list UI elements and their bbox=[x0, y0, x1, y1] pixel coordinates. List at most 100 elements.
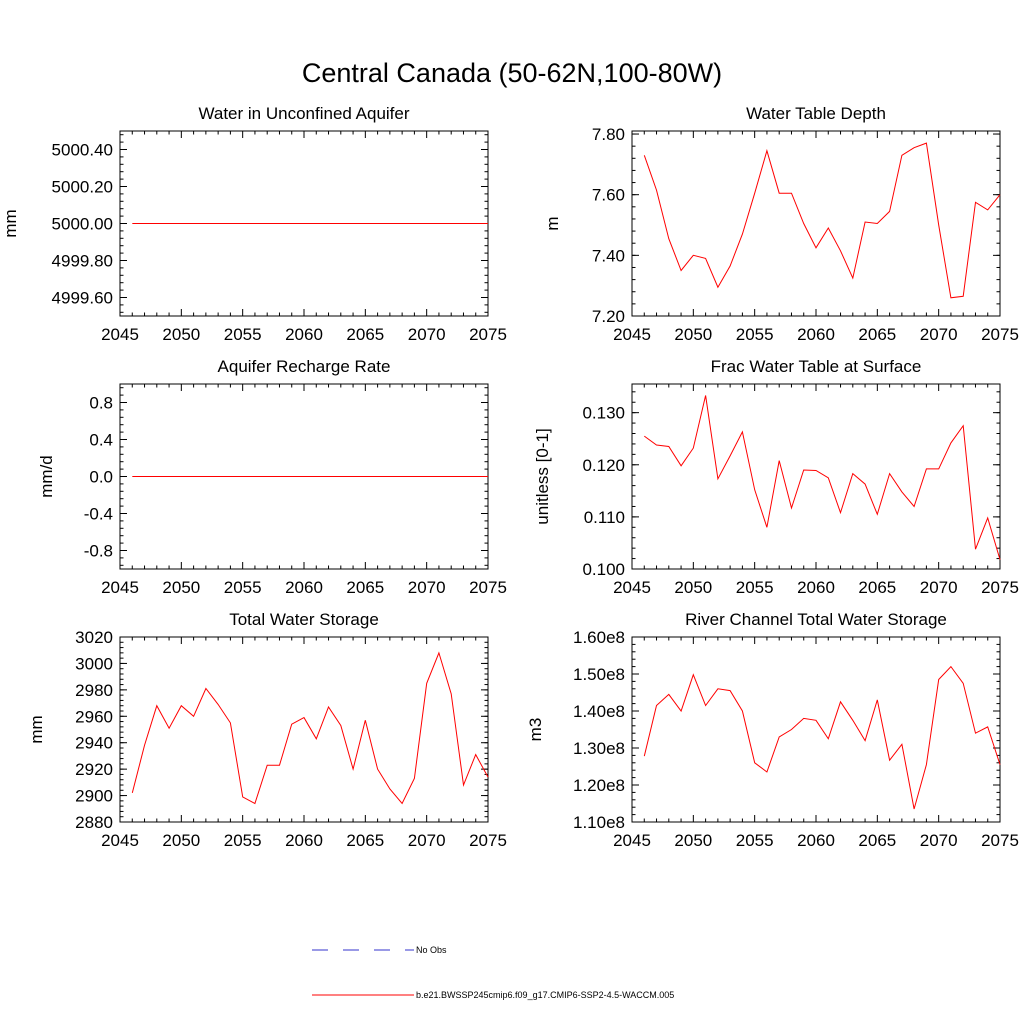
x-tick-label: 2070 bbox=[408, 325, 446, 344]
y-axis-label: mm bbox=[1, 209, 20, 237]
x-tick-label: 2060 bbox=[797, 578, 835, 597]
x-tick-label: 2045 bbox=[101, 578, 139, 597]
x-tick-label: 2055 bbox=[224, 578, 262, 597]
y-tick-label: 0.100 bbox=[582, 560, 625, 579]
x-tick-label: 2070 bbox=[920, 578, 958, 597]
y-tick-label: 1.10e8 bbox=[573, 813, 625, 832]
legend-item-no-obs: No Obs bbox=[312, 945, 447, 955]
x-tick-label: 2055 bbox=[224, 325, 262, 344]
panel-title: Water Table Depth bbox=[746, 104, 886, 123]
y-axis-label: unitless [0-1] bbox=[533, 428, 552, 524]
y-tick-label: 1.40e8 bbox=[573, 702, 625, 721]
y-tick-label: 3000 bbox=[75, 654, 113, 673]
x-tick-label: 2060 bbox=[285, 578, 323, 597]
panel-4: Frac Water Table at Surface unitless [0-1… bbox=[533, 357, 1019, 597]
y-tick-label: -0.8 bbox=[84, 542, 113, 561]
panel-title: Water in Unconfined Aquifer bbox=[198, 104, 409, 123]
panel-3: Aquifer Recharge Rate mm/d 2045 2050 2055 206… bbox=[37, 357, 507, 597]
x-tick-label: 2050 bbox=[162, 578, 200, 597]
x-tick-label: 2050 bbox=[674, 831, 712, 850]
panel-title: Total Water Storage bbox=[229, 610, 379, 629]
x-tick-label: 2075 bbox=[469, 578, 507, 597]
panel-title: Frac Water Table at Surface bbox=[711, 357, 922, 376]
y-tick-label: 5000.00 bbox=[52, 215, 113, 234]
x-tick-label: 2045 bbox=[101, 325, 139, 344]
x-tick-label: 2055 bbox=[736, 325, 774, 344]
y-tick-label: 1.60e8 bbox=[573, 628, 625, 647]
plot-frame bbox=[631, 383, 1001, 570]
y-tick-label: 1.20e8 bbox=[573, 776, 625, 795]
y-tick-label: 2960 bbox=[75, 707, 113, 726]
x-tick-label: 2055 bbox=[736, 578, 774, 597]
y-tick-label: 2940 bbox=[75, 734, 113, 753]
y-tick-label: 1.30e8 bbox=[573, 739, 625, 758]
series-line-1 bbox=[644, 395, 1001, 560]
y-tick-label: 7.80 bbox=[592, 125, 625, 144]
x-tick-label: 2070 bbox=[920, 831, 958, 850]
plot-frame bbox=[631, 130, 1001, 317]
panel-title: Aquifer Recharge Rate bbox=[218, 357, 391, 376]
x-tick-label: 2045 bbox=[613, 831, 651, 850]
x-tick-label: 2055 bbox=[736, 831, 774, 850]
panel-title: River Channel Total Water Storage bbox=[685, 610, 947, 629]
y-tick-label: 0.120 bbox=[582, 456, 625, 475]
x-tick-label: 2045 bbox=[101, 831, 139, 850]
y-axis-label: mm/d bbox=[37, 455, 56, 498]
y-tick-label: 7.60 bbox=[592, 186, 625, 205]
panels: Water in Unconfined Aquifer mm 2045 2050 205… bbox=[1, 104, 1019, 850]
x-tick-label: 2065 bbox=[858, 578, 896, 597]
legend-item-model: b.e21.BWSSP245cmip6.f09_g17.CMIP6-SSP2-4… bbox=[312, 990, 674, 1000]
y-tick-label: 7.20 bbox=[592, 307, 625, 326]
x-tick-label: 2070 bbox=[408, 578, 446, 597]
plot-frame bbox=[119, 636, 489, 823]
y-tick-label: 0.110 bbox=[584, 508, 625, 527]
y-tick-label: -0.4 bbox=[84, 505, 113, 524]
figure-title: Central Canada (50-62N,100-80W) bbox=[302, 58, 722, 88]
x-tick-label: 2065 bbox=[346, 325, 384, 344]
x-tick-label: 2075 bbox=[981, 578, 1019, 597]
x-tick-label: 2045 bbox=[613, 578, 651, 597]
x-tick-label: 2075 bbox=[981, 325, 1019, 344]
y-tick-label: 0.0 bbox=[89, 468, 113, 487]
legend: No Obs b.e21.BWSSP245cmip6.f09_g17.CMIP6… bbox=[312, 945, 674, 1000]
series-line-1 bbox=[131, 651, 489, 805]
y-tick-label: 2900 bbox=[75, 787, 113, 806]
x-tick-label: 2075 bbox=[469, 325, 507, 344]
y-tick-label: 7.40 bbox=[592, 246, 625, 265]
x-tick-label: 2060 bbox=[285, 831, 323, 850]
x-tick-label: 2070 bbox=[920, 325, 958, 344]
plot-frame bbox=[631, 636, 1001, 823]
y-tick-label: 2920 bbox=[75, 760, 113, 779]
y-tick-label: 1.50e8 bbox=[573, 665, 625, 684]
y-axis-label: mm bbox=[27, 715, 46, 743]
panel-1: Water in Unconfined Aquifer mm 2045 2050 205… bbox=[1, 104, 507, 344]
y-tick-label: 2980 bbox=[75, 681, 113, 700]
y-tick-label: 3020 bbox=[75, 628, 113, 647]
panel-2: Water Table Depth m 2045 2050 2055 2060 2065 20… bbox=[543, 104, 1019, 344]
x-tick-label: 2065 bbox=[346, 831, 384, 850]
x-tick-label: 2065 bbox=[346, 578, 384, 597]
y-tick-label: 2880 bbox=[75, 813, 113, 832]
x-tick-label: 2060 bbox=[797, 325, 835, 344]
y-tick-label: 4999.80 bbox=[52, 252, 113, 271]
y-axis-label: m3 bbox=[526, 718, 545, 742]
x-tick-label: 2075 bbox=[981, 831, 1019, 850]
x-tick-label: 2065 bbox=[858, 831, 896, 850]
y-axis-label: m bbox=[543, 216, 562, 230]
x-tick-label: 2055 bbox=[224, 831, 262, 850]
x-tick-label: 2050 bbox=[674, 325, 712, 344]
x-tick-label: 2070 bbox=[408, 831, 446, 850]
y-tick-label: 0.130 bbox=[582, 404, 625, 423]
y-tick-label: 5000.20 bbox=[52, 178, 113, 197]
y-tick-label: 0.4 bbox=[89, 431, 113, 450]
y-tick-label: 0.8 bbox=[89, 394, 113, 413]
panel-6: River Channel Total Water Storage m3 2045 2… bbox=[526, 610, 1019, 850]
x-tick-label: 2050 bbox=[674, 578, 712, 597]
y-tick-label: 4999.60 bbox=[52, 289, 113, 308]
x-tick-label: 2065 bbox=[858, 325, 896, 344]
y-tick-label: 5000.40 bbox=[52, 141, 113, 160]
x-tick-label: 2075 bbox=[469, 831, 507, 850]
x-tick-label: 2060 bbox=[797, 831, 835, 850]
x-tick-label: 2050 bbox=[162, 831, 200, 850]
